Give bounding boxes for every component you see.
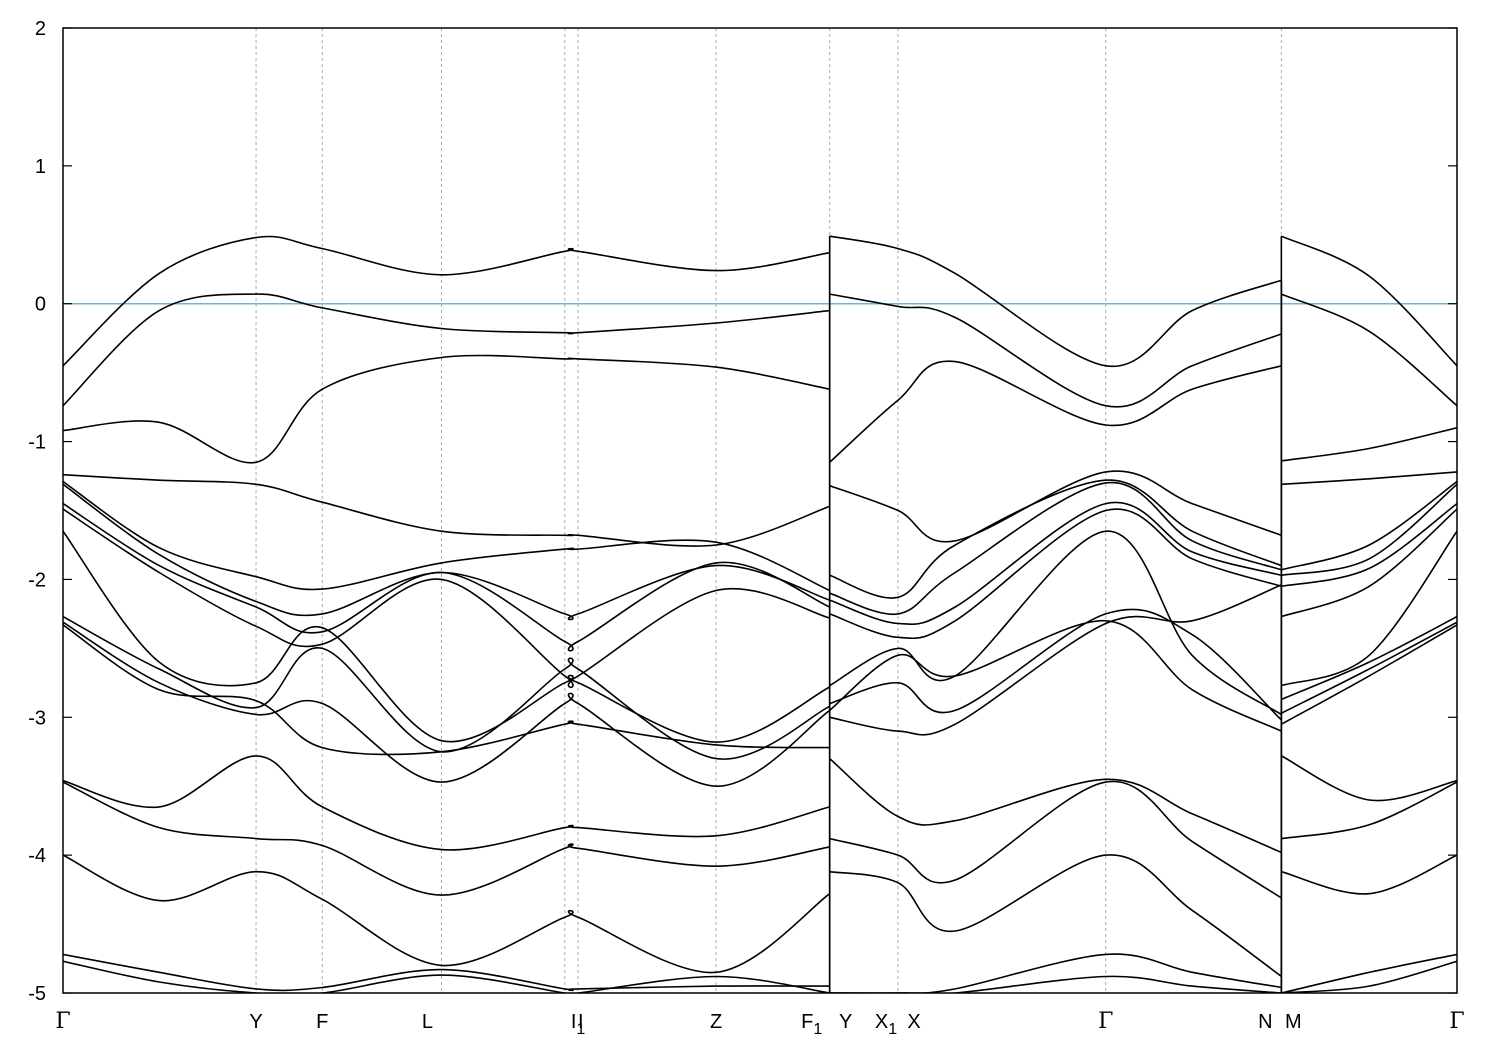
band-line bbox=[63, 854, 831, 974]
band-curves bbox=[63, 235, 1457, 993]
band-line bbox=[829, 360, 1282, 463]
y-axis-ticks: -5 -4 -3 -2 -1 0 1 2 bbox=[28, 18, 1457, 1005]
band-line bbox=[63, 621, 831, 788]
band-line bbox=[1281, 293, 1457, 407]
band-line bbox=[63, 624, 830, 756]
x-tick-label: I bbox=[578, 1011, 584, 1033]
y-tick-label: -4 bbox=[28, 845, 46, 867]
band-line bbox=[1281, 755, 1457, 802]
band-line bbox=[829, 584, 1282, 736]
x-tick-label: N bbox=[1258, 1011, 1272, 1033]
y-tick-label: -2 bbox=[28, 569, 46, 591]
y-tick-label: 1 bbox=[35, 156, 46, 178]
band-line bbox=[1281, 471, 1457, 486]
band-line bbox=[63, 502, 830, 652]
y-tick-label: 0 bbox=[35, 294, 46, 316]
band-line bbox=[1281, 615, 1457, 701]
band-line bbox=[63, 480, 831, 592]
x-tick-label: X bbox=[907, 1011, 920, 1033]
x-tick-label: X1 bbox=[875, 1011, 897, 1038]
band-line bbox=[63, 960, 830, 993]
band-line bbox=[1281, 427, 1457, 462]
band-line bbox=[1281, 960, 1457, 993]
band-line bbox=[63, 530, 831, 743]
plot-frame bbox=[62, 27, 1458, 994]
x-tick-label: Z bbox=[710, 1011, 722, 1033]
band-line bbox=[1281, 483, 1457, 577]
x-axis-ticks: Γ Y F L II1 Z F1 Y X1 X Γ N M Γ bbox=[55, 1009, 1464, 1038]
band-line bbox=[829, 608, 1282, 721]
band-line bbox=[63, 473, 830, 547]
band-line bbox=[1281, 781, 1457, 840]
band-line bbox=[1281, 502, 1457, 588]
band-line bbox=[1281, 480, 1457, 571]
band-line bbox=[829, 780, 1282, 899]
band-line bbox=[829, 508, 1282, 640]
band-line bbox=[63, 483, 830, 621]
x-tick-label: Y bbox=[839, 1011, 852, 1033]
band-line bbox=[829, 479, 1282, 599]
y-tick-label: 2 bbox=[35, 18, 46, 40]
band-line bbox=[1281, 854, 1457, 895]
band-line bbox=[63, 354, 830, 464]
band-line bbox=[63, 293, 830, 407]
band-line bbox=[829, 953, 1282, 993]
band-line bbox=[829, 530, 1282, 716]
band-line bbox=[63, 755, 830, 851]
band-line bbox=[829, 501, 1282, 626]
x-tick-label: Γ bbox=[1098, 1009, 1113, 1034]
band-line bbox=[829, 481, 1282, 616]
band-line bbox=[63, 615, 831, 760]
x-tick-label: Γ bbox=[1449, 1009, 1464, 1034]
band-line bbox=[829, 619, 1282, 732]
x-tick-label: Γ bbox=[55, 1009, 70, 1034]
y-tick-label: -1 bbox=[28, 432, 46, 454]
band-line bbox=[1281, 530, 1457, 687]
band-line bbox=[829, 757, 1282, 854]
x-tick-label: F bbox=[316, 1011, 328, 1033]
x-tick-label: L bbox=[422, 1011, 433, 1033]
band-line bbox=[1281, 508, 1457, 618]
band-line bbox=[1281, 235, 1457, 367]
x-tick-label: F1 bbox=[801, 1011, 822, 1038]
band-line bbox=[829, 854, 1282, 978]
x-tick-label: Y bbox=[249, 1011, 262, 1033]
band-line bbox=[829, 293, 1282, 408]
y-tick-label: -5 bbox=[28, 983, 46, 1005]
band-line bbox=[829, 235, 1282, 368]
band-line bbox=[63, 953, 830, 992]
band-line bbox=[63, 508, 830, 689]
band-line bbox=[829, 975, 1282, 993]
band-line bbox=[829, 470, 1282, 543]
band-line bbox=[63, 235, 830, 367]
x-tick-label: M bbox=[1285, 1011, 1302, 1033]
band-line bbox=[1281, 621, 1457, 714]
band-line bbox=[63, 781, 830, 896]
y-tick-label: -3 bbox=[28, 707, 46, 729]
band-line bbox=[1281, 624, 1457, 725]
band-line bbox=[1281, 953, 1457, 993]
